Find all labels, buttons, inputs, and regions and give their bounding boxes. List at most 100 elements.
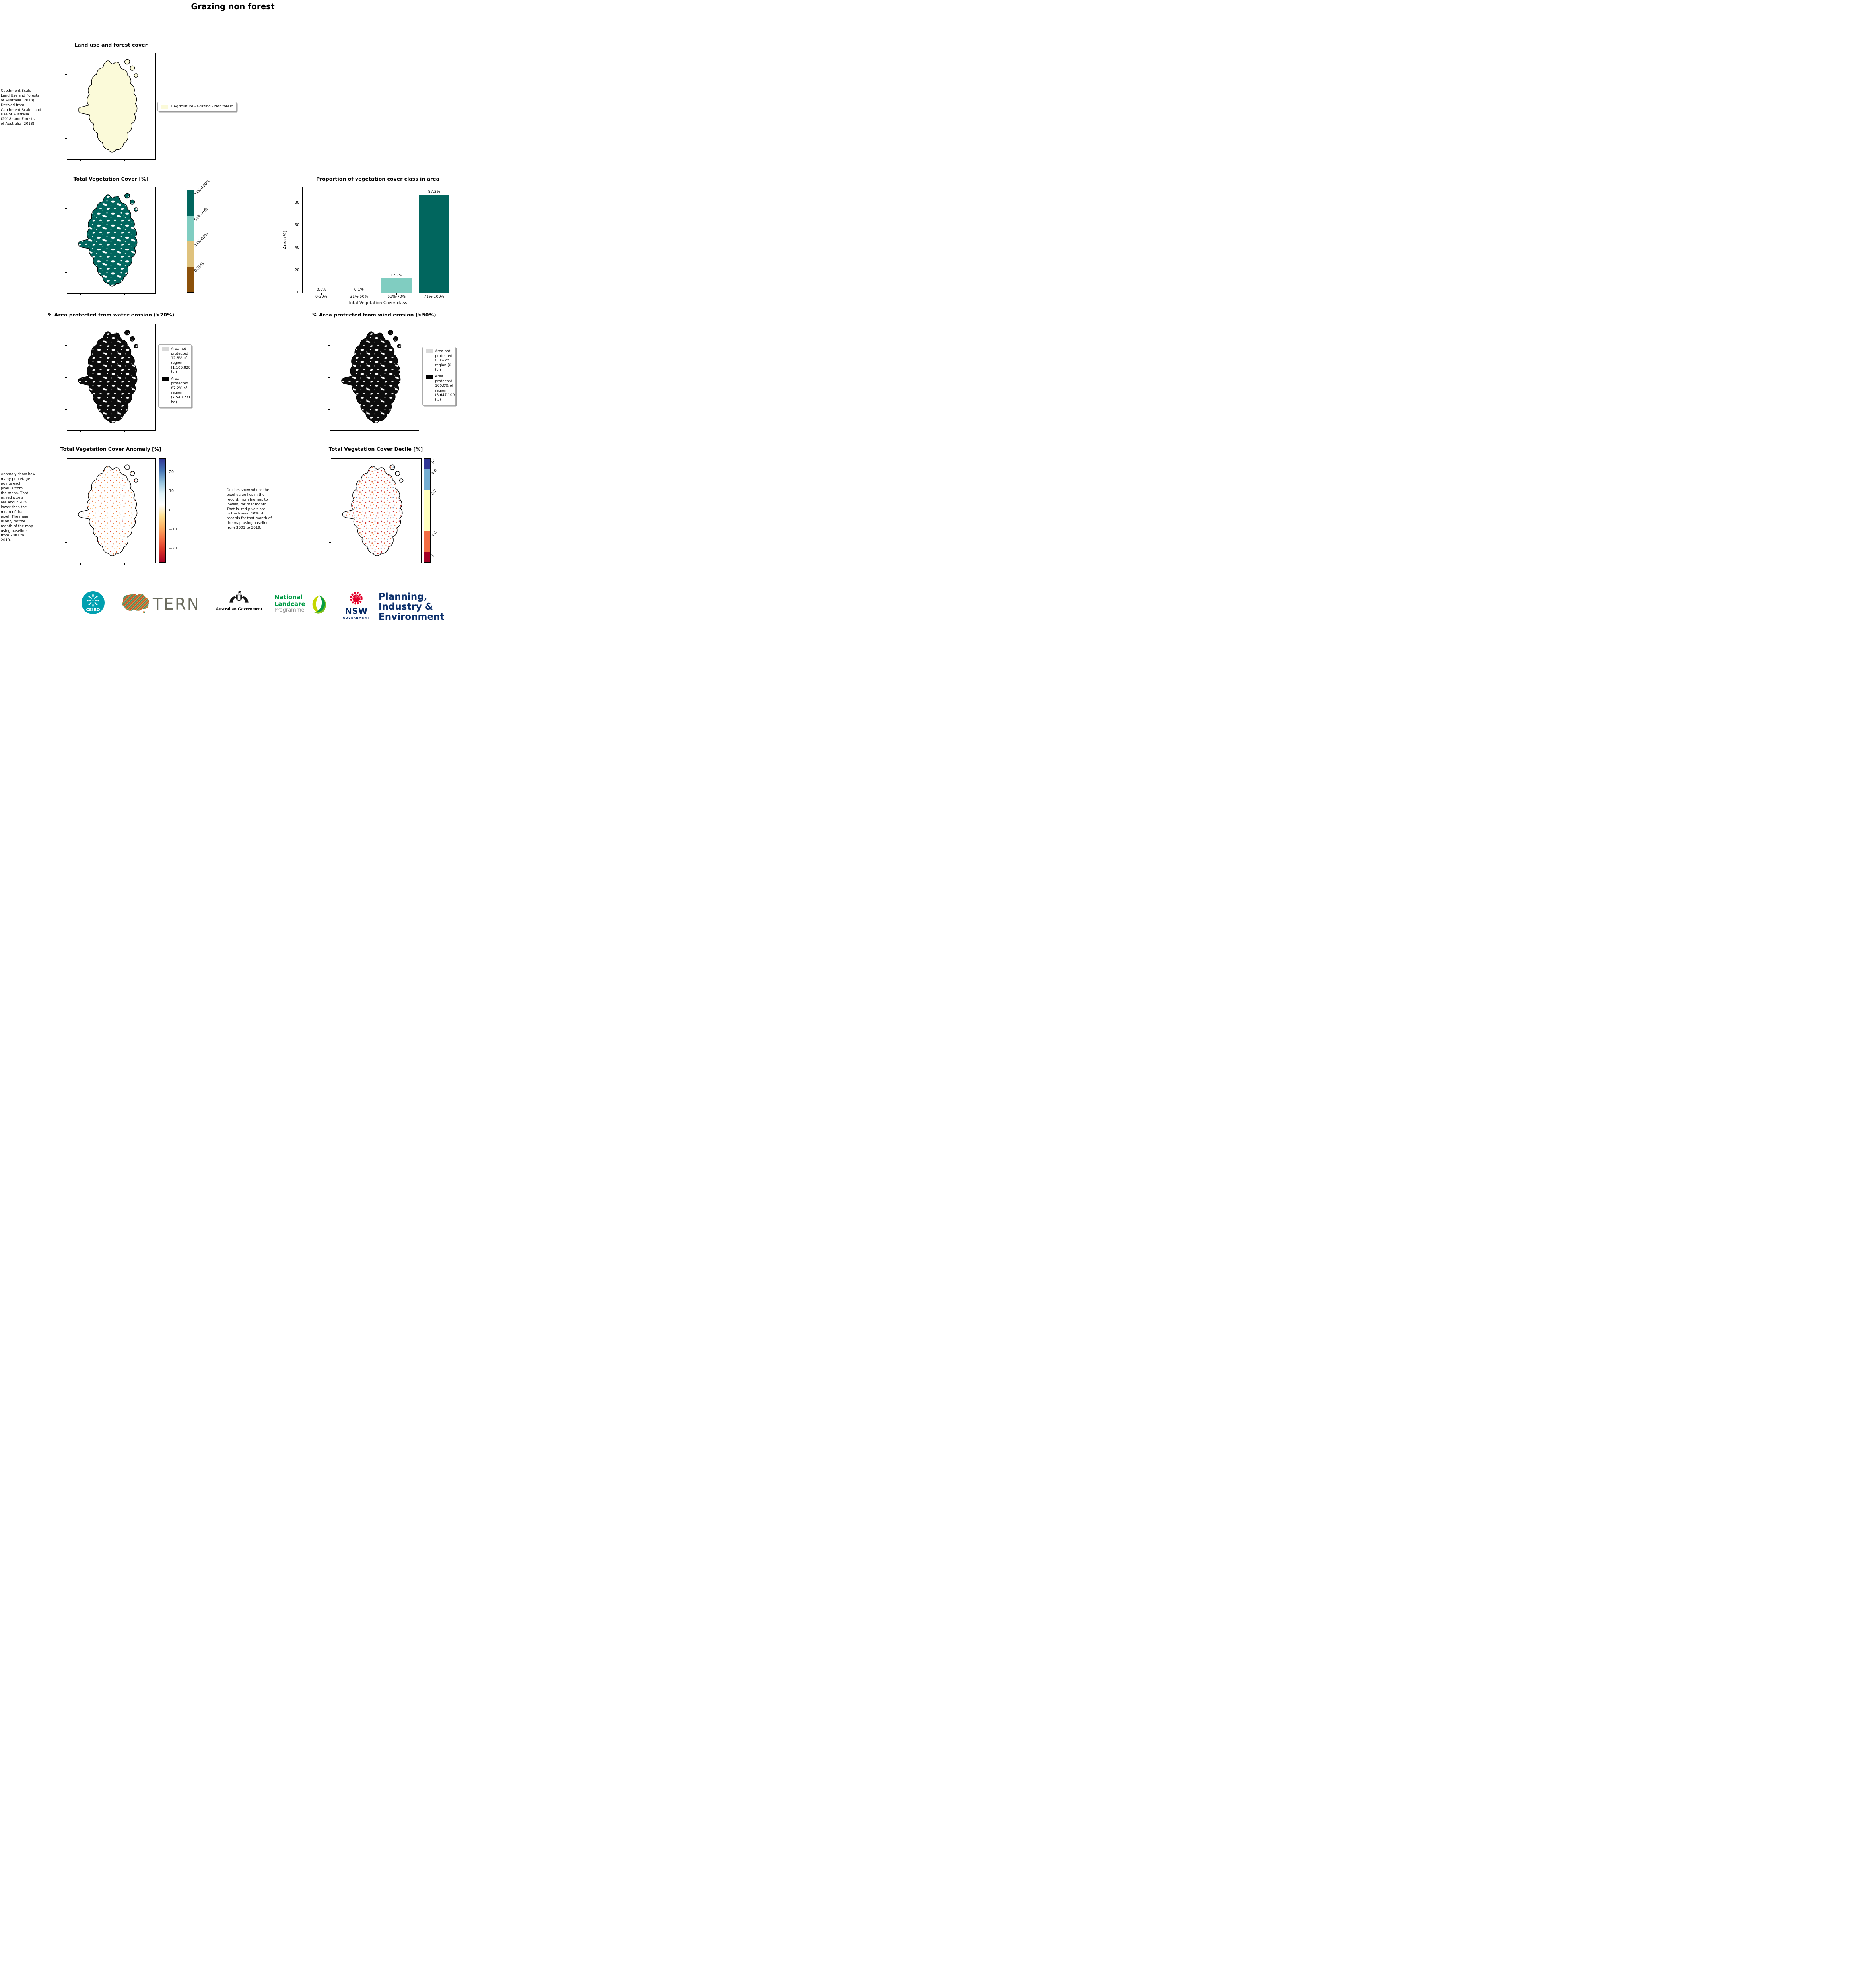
colorbar-label: 10 (430, 458, 437, 465)
legend-swatch (426, 349, 433, 353)
colorbar-segment (424, 459, 430, 469)
anomaly-map-shape (78, 464, 138, 556)
csiro-dot (95, 597, 97, 598)
water-map (65, 324, 156, 432)
csiro-dot (88, 603, 90, 605)
x-axis-tick-label: 31%-50% (350, 295, 368, 299)
csiro-dot (88, 596, 90, 598)
tern-wordmark: TERN (152, 595, 197, 613)
colorbar-tick-label: 0 (169, 508, 172, 513)
legend-entry: Area not protected 0.0% of region (0 ha) (426, 349, 453, 373)
map-axis-tick (124, 294, 125, 295)
csiro-dot (89, 597, 91, 598)
colorbar-label: 51%-70% (193, 206, 210, 222)
csiro-dot (96, 603, 98, 605)
csiro-dot (92, 605, 94, 607)
legend-label: Area protected 87.2% of region (7,540,27… (171, 377, 191, 404)
tern-tasmania (143, 611, 145, 613)
colorbar-segment (424, 552, 430, 562)
map-axis-tick (80, 431, 81, 432)
landuse-legend-label: 1 Agriculture - Grazing - Non forest (170, 105, 233, 109)
colorbar-label: 71%-100% (193, 179, 211, 197)
anomaly-title: Total Vegetation Cover Anomaly [%] (60, 446, 162, 452)
colorbar-segment (424, 469, 430, 490)
landcare-wordmark: National Landcare Programme (274, 594, 305, 615)
proportion-plot: 0 20 40 60 80 0.0% 0-30% 0.1% 31%-50% 12.7% 51%-70… (295, 187, 453, 299)
csiro-dot (96, 600, 98, 601)
bar-value-label: 0.0% (317, 287, 326, 292)
colorbar-label: 8-9 (430, 468, 438, 476)
legend-entry: Area protected 87.2% of region (7,540,27… (162, 377, 191, 405)
crest-star-icon (237, 590, 241, 594)
landuse-map-shape (78, 59, 138, 153)
x-axis-tick (396, 293, 397, 295)
decile-map (329, 458, 422, 565)
y-axis-tick-label: 40 (294, 245, 299, 250)
dpie-line3: Environment (379, 612, 445, 622)
map-axis-tick (65, 138, 67, 139)
crest-shield-stripes (237, 595, 241, 601)
map-axis-tick (328, 345, 330, 346)
nsw-wordmark: NSW (345, 606, 368, 616)
landuse-map (65, 53, 156, 161)
water-map-shape (78, 330, 138, 423)
landcare-logo: National Landcare Programme (274, 594, 329, 615)
colorbar-segment (187, 241, 194, 267)
csiro-dot (96, 596, 98, 598)
csiro-wordmark: CSIRO (86, 608, 100, 612)
map-axis-tick (80, 160, 81, 161)
colorbar-tick-label: −10 (169, 527, 177, 532)
legend-label: Area not protected 0.0% of region (0 ha) (435, 349, 453, 372)
dpie-line1: Planning, (379, 592, 427, 602)
landuse-legend: 1 Agriculture - Grazing - Non forest (157, 102, 237, 111)
bar-value-label: 0.1% (354, 287, 364, 292)
proportion-xlabel: Total Vegetation Cover class (348, 301, 407, 305)
crest-kangaroo-icon (229, 596, 236, 603)
dpie-line2: Industry & (379, 602, 433, 612)
colorbar-segment (187, 267, 194, 292)
colorbar-label: 0-30% (193, 261, 205, 273)
landcare-line2: Landcare (274, 600, 305, 608)
colorbar-segment (187, 190, 194, 216)
decile-map-shape (342, 464, 404, 556)
csiro-dot (90, 600, 91, 601)
wind-title: % Area protected from wind erosion (>50%… (312, 312, 436, 318)
csiro-dot (95, 602, 97, 604)
ausgov-wordmark: Australian Government (216, 607, 262, 612)
legend-label: Area protected 100.0% of region (8,647,1… (435, 375, 455, 402)
proportion-chart: 0 20 40 60 80 0.0% 0-30% 0.1% 31%-50% 12.7% 51%-70… (283, 187, 453, 305)
colorbar-label: 4-7 (430, 489, 438, 496)
colorbar-label: 2-3 (430, 530, 438, 538)
map-axis-tick (65, 74, 67, 75)
colorbar-segment (424, 490, 430, 531)
csiro-dot (91, 598, 92, 600)
anomaly-caption: Anomaly show how many percetage points e… (1, 472, 36, 543)
map-axis-tick (65, 409, 67, 410)
colorbar-label: 1 (430, 553, 435, 558)
legend-swatch (162, 377, 169, 381)
crest-shield-icon (236, 594, 242, 601)
map-axis-tick (65, 377, 67, 378)
legend-label: Area not protected 12.8% of region (1,10… (171, 347, 191, 375)
x-axis-tick (321, 293, 322, 295)
anomaly-colorbar: 20 10 0 −10 −20 (159, 458, 177, 563)
csiro-dot (95, 600, 96, 601)
bar-71%-100% (419, 195, 449, 293)
landcare-line1: National (274, 594, 303, 601)
tern-logo: TERN (118, 591, 199, 618)
csiro-dot (92, 600, 94, 601)
csiro-logo-svg: CSIRO (82, 591, 105, 614)
bar-value-label: 12.7% (390, 273, 403, 278)
crest-emu-icon (242, 596, 249, 603)
csiro-dot (92, 596, 94, 598)
y-axis-tick-label: 60 (294, 223, 299, 227)
map-axis-tick (328, 409, 330, 410)
wind-legend: Area not protected 0.0% of region (0 ha)… (422, 347, 456, 406)
anomaly-map (65, 458, 156, 565)
csiro-dot (88, 600, 90, 601)
bar-value-label: 87.2% (428, 190, 440, 194)
proportion-title: Proportion of vegetation cover class in … (316, 176, 440, 182)
landcare-line3: Programme (274, 607, 305, 613)
tvc-colorbar: 71%-100% 51%-70% 31%-50% 0-30% (187, 179, 211, 293)
legend-entry: Area protected 100.0% of region (8,647,1… (426, 375, 455, 402)
